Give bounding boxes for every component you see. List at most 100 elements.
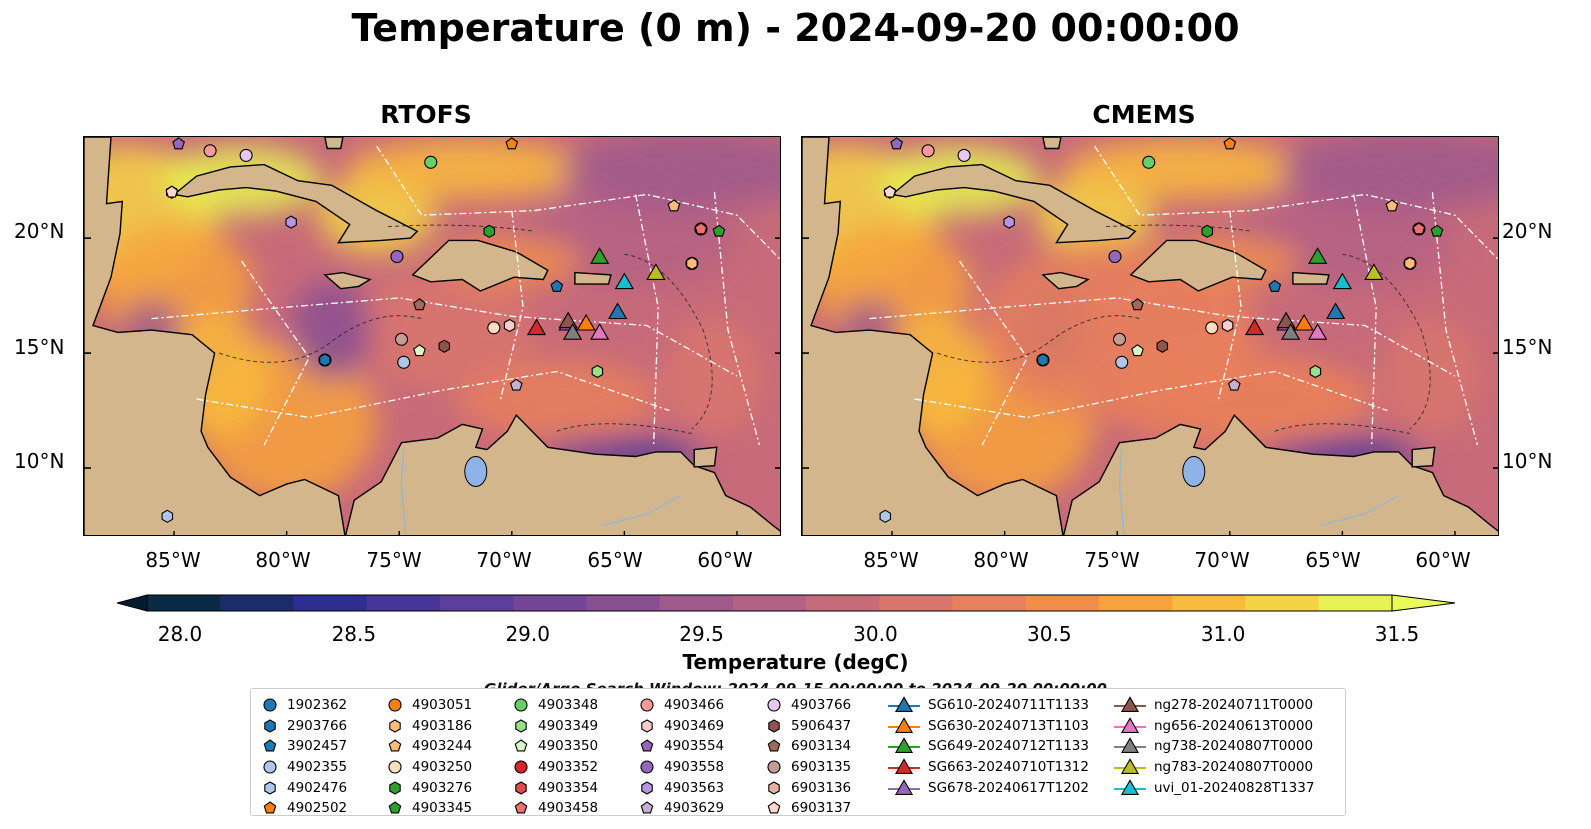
legend-label: SG663-20240710T1312 (928, 759, 1089, 776)
legend-marker-circle-icon (640, 698, 654, 712)
marker-4903186 (686, 256, 698, 271)
legend-marker-triangle-icon (1114, 778, 1146, 795)
marker-uvi_01-20240828T1337 (614, 272, 634, 290)
lat-label-right-15n: 15°N (1502, 335, 1553, 359)
marker-6903137 (883, 185, 897, 198)
legend-column: 1902362 2903766 3902457 4902355 4902476 49025… (261, 695, 347, 819)
rivers (400, 447, 682, 535)
marker-4903469 (1221, 318, 1234, 333)
legend-label: 6903137 (791, 800, 852, 817)
legend-marker-pentagon-icon (640, 739, 654, 752)
marker-4903458 (1412, 222, 1426, 235)
colorbar-segment (732, 595, 807, 611)
legend-marker-symbol (263, 801, 277, 814)
colorbar-segment (952, 595, 1027, 611)
legend-marker-symbol (388, 698, 402, 712)
marker-4903558 (1108, 249, 1122, 264)
legend-marker-symbol (768, 719, 780, 733)
legend: 1902362 2903766 3902457 4902355 4902476 49025… (250, 688, 1346, 816)
marker-4903349 (591, 364, 604, 379)
lon-label-left-75w: 75°W (366, 548, 422, 572)
legend-label: 3902457 (287, 738, 348, 755)
legend-column: ng278-20240711T0000 ng656-20240613T0000 ng… (1114, 695, 1314, 798)
legend-marker-symbol (640, 801, 654, 814)
marker-4902476 (161, 509, 174, 523)
colorbar-segment (1025, 595, 1100, 611)
lon-label-right-65w: 65°W (1305, 548, 1361, 572)
legend-marker-symbol (767, 760, 781, 774)
marker-uvi_01-20240828T1337 (1332, 272, 1352, 290)
legend-label: 4903563 (664, 779, 725, 796)
legend-item: 4902476 (261, 777, 347, 798)
legend-item: 4903352 (512, 757, 598, 778)
legend-marker-pentagon-icon (263, 739, 277, 752)
land-puerto-rico (1292, 271, 1330, 285)
legend-marker-symbol (767, 739, 781, 752)
marker-ng656-20240613T0000 (1308, 323, 1328, 340)
legend-label: 4903558 (664, 759, 725, 776)
marker-4903345 (1430, 224, 1444, 237)
colorbar-segment (1172, 595, 1247, 611)
bathymetry-contours (218, 224, 713, 435)
legend-item: SG649-20240712T1133 (888, 736, 1089, 757)
marker-4903554 (172, 137, 185, 150)
legend-item: SG630-20240713T1103 (888, 716, 1089, 737)
legend-column: 4903466 4903469 4903554 4903558 4903563 49036… (638, 695, 724, 819)
legend-item: 4903766 (765, 695, 851, 716)
legend-marker-symbol (514, 760, 528, 774)
legend-marker-triangle-icon (1114, 737, 1146, 754)
legend-item: 6903135 (765, 757, 851, 778)
land-central-america (802, 137, 1064, 535)
legend-item: 4903466 (638, 695, 724, 716)
colorbar-segment (439, 595, 514, 611)
marker-4903349 (1309, 364, 1322, 379)
legend-label: 4902476 (287, 779, 348, 796)
colorbar-tick-label: 28.0 (157, 622, 203, 646)
marker-ng783-20240807T0000 (1364, 263, 1384, 280)
marker-SG630-20240713T1103 (576, 313, 596, 331)
legend-marker-symbol (640, 760, 654, 774)
legend-item: ng278-20240711T0000 (1114, 695, 1314, 716)
legend-item: 6903136 (765, 777, 851, 798)
legend-marker-symbol (264, 781, 276, 795)
legend-item: 4903458 (512, 798, 598, 819)
legend-marker-circle-icon (263, 760, 277, 774)
legend-marker-symbol (514, 801, 528, 814)
legend-item: 4903244 (386, 736, 472, 757)
marker-4903466 (921, 144, 935, 158)
legend-marker-symbol (388, 801, 402, 814)
colorbar-over-extension (1391, 594, 1456, 612)
lat-label-right-10n: 10°N (1502, 449, 1553, 473)
marker-SG649-20240712T1133 (590, 247, 610, 264)
land-cuba (172, 163, 419, 244)
legend-marker-symbol (1120, 696, 1140, 713)
legend-marker-circle-icon (514, 760, 528, 774)
legend-item: 4903186 (386, 716, 472, 737)
legend-marker-circle-icon (263, 698, 277, 712)
land-jamaica (1041, 271, 1090, 290)
legend-label: SG649-20240712T1133 (928, 738, 1089, 755)
legend-label: 4903458 (538, 800, 599, 817)
land-trinidad (1411, 446, 1436, 468)
marker-2903766 (319, 353, 331, 367)
legend-marker-symbol (263, 698, 277, 712)
legend-marker-symbol (515, 781, 527, 795)
marker-6903135 (394, 332, 409, 346)
legend-marker-pentagon-icon (514, 801, 528, 814)
legend-label: 4903345 (412, 800, 473, 817)
colorbar-segment (879, 595, 954, 611)
colorbar-tick-label: 30.5 (1027, 622, 1072, 646)
legend-marker-symbol (768, 781, 780, 795)
legend-marker-triangle-icon (888, 737, 920, 754)
marker-SG663-20240710T1312 (1244, 318, 1265, 336)
legend-marker-symbol (264, 719, 276, 733)
legend-label: 4903554 (664, 738, 725, 755)
legend-marker-triangle-icon (888, 778, 920, 795)
eez-boundaries (869, 145, 1498, 446)
land-central-america (84, 137, 346, 535)
legend-label: 4903354 (538, 779, 599, 796)
legend-marker-triangle-icon (888, 717, 920, 733)
legend-marker-triangle-icon (888, 758, 920, 775)
legend-marker-pentagon-icon (514, 739, 528, 752)
legend-label: 4903349 (538, 717, 599, 734)
